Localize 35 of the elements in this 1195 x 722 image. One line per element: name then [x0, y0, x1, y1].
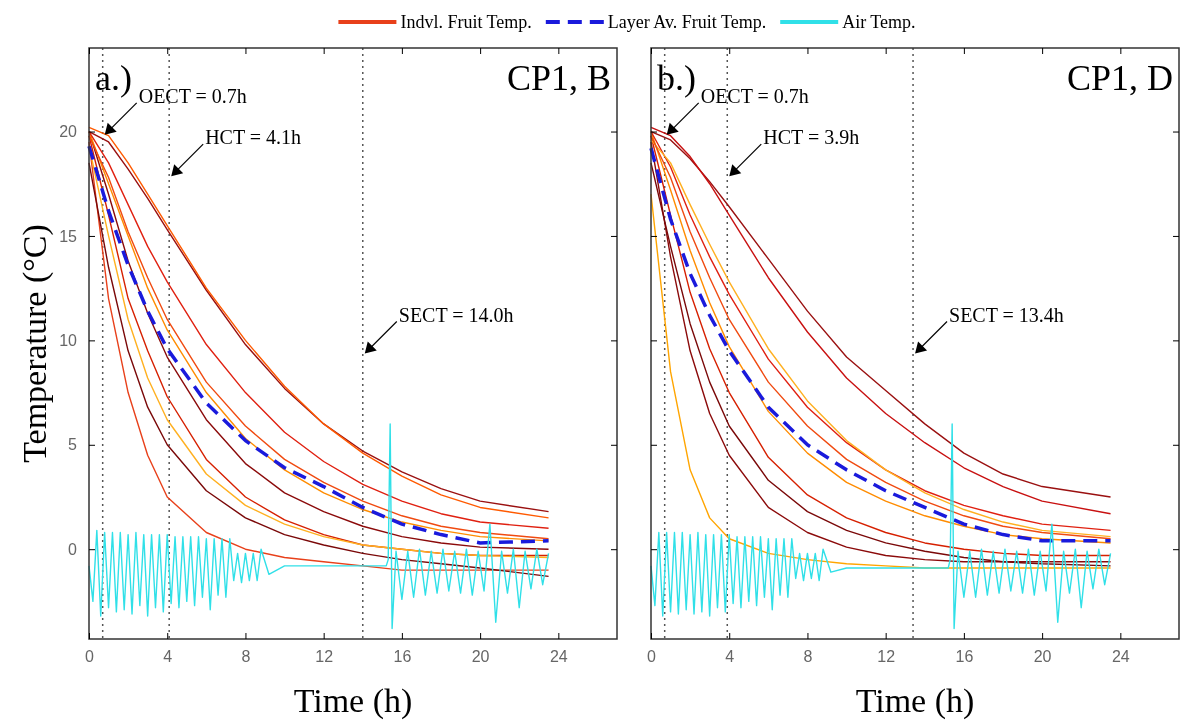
y-axis-title: Temperature (°C): [16, 224, 54, 463]
x-tick-label: 12: [877, 648, 896, 666]
x-tick-label: 24: [549, 648, 568, 666]
x-tick-label: 20: [471, 648, 490, 666]
x-tick-label: 8: [803, 648, 813, 666]
annotation: a.): [95, 58, 132, 98]
x-tick-label: 0: [85, 648, 95, 666]
x-tick-label: 4: [163, 648, 173, 666]
legend-label: Air Temp.: [842, 12, 916, 32]
ref-line-label: SECT = 14.0h: [398, 303, 514, 326]
x-tick-label: 16: [393, 648, 412, 666]
annotation: CP1, D: [1066, 58, 1173, 98]
x-tick-label: 4: [725, 648, 735, 666]
x-tick-label: 8: [241, 648, 251, 666]
x-tick-label: 20: [1033, 648, 1052, 666]
legend-label: Layer Av. Fruit Temp.: [607, 12, 767, 32]
annotation: b.): [657, 58, 696, 98]
x-tick-label: 24: [1111, 648, 1130, 666]
y-tick-label: 15: [59, 227, 78, 245]
ref-line-label: SECT = 13.4h: [949, 303, 1064, 326]
legend-label: Indvl. Fruit Temp.: [400, 12, 532, 32]
ref-line-label: HCT = 4.1h: [205, 126, 302, 149]
y-tick-label: 5: [68, 436, 78, 454]
y-tick-label: 20: [59, 123, 78, 141]
ref-line-label: HCT = 3.9h: [763, 126, 860, 149]
ref-line-label: OECT = 0.7h: [700, 84, 809, 107]
x-axis-title: Time (h): [293, 682, 413, 720]
x-tick-label: 0: [647, 648, 657, 666]
x-tick-label: 16: [955, 648, 974, 666]
y-tick-label: 0: [68, 540, 78, 558]
ref-line-label: OECT = 0.7h: [138, 84, 247, 107]
annotation: CP1, B: [506, 58, 611, 98]
x-tick-label: 12: [315, 648, 334, 666]
y-tick-label: 10: [59, 331, 78, 349]
x-axis-title: Time (h): [855, 682, 975, 720]
